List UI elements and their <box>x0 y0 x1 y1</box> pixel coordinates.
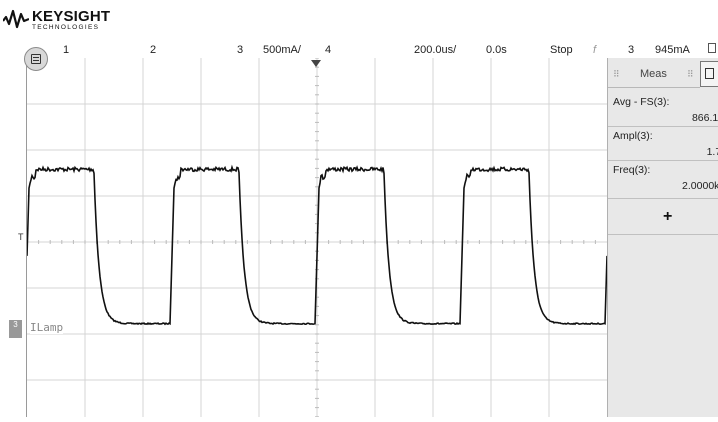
tab-label: Meas <box>640 68 667 80</box>
add-measurement-button[interactable]: + <box>663 208 673 225</box>
drag-handle-icon[interactable]: ⠿ <box>613 69 620 79</box>
status-bar: 1 2 3 500mA/ 4 200.0us/ 0.0s Stop f 3 94… <box>0 40 718 60</box>
measurement-label: Freq(3): <box>613 164 651 176</box>
measurement-label: Avg - FS(3): <box>613 96 670 108</box>
measurement-label: Ampl(3): <box>613 130 653 142</box>
channel-label[interactable]: ILamp <box>30 321 64 334</box>
divider <box>608 198 718 199</box>
brand-name: KEYSIGHT <box>32 8 111 25</box>
tab-panel-view[interactable] <box>700 61 718 87</box>
trigger-edge-icon: f <box>593 44 597 56</box>
waveform-trace <box>26 164 608 326</box>
measurement-value: 1.77 <box>706 146 718 158</box>
measurement-freq[interactable]: Freq(3): 2.0000kH <box>613 164 718 192</box>
menu-icon <box>31 54 41 64</box>
panel-toggle-icon[interactable] <box>708 43 716 53</box>
tab-measurements[interactable]: ⠿ Meas ⠿ <box>608 61 700 88</box>
channel-3-indicator[interactable]: 3 <box>237 44 244 56</box>
main-menu-button[interactable] <box>24 47 48 71</box>
trigger-level[interactable]: 945mA <box>655 44 690 56</box>
measurement-value: 2.0000kH <box>682 180 718 192</box>
keysight-logo: KEYSIGHT TECHNOLOGIES <box>3 9 110 32</box>
channel-1-indicator[interactable]: 1 <box>63 44 70 56</box>
graticule <box>26 57 608 418</box>
channel-4-indicator[interactable]: 4 <box>325 44 332 56</box>
delay-readout[interactable]: 0.0s <box>486 44 507 56</box>
measurement-avg[interactable]: Avg - FS(3): 866.1m <box>613 96 718 124</box>
trigger-position-marker[interactable] <box>311 60 321 67</box>
channel-3-scale[interactable]: 500mA/ <box>263 44 301 56</box>
measurements-panel: ⠿ Meas ⠿ Avg - FS(3): 866.1m Ampl(3): 1.… <box>607 58 718 417</box>
channel-3-ground-marker[interactable]: 3 <box>9 320 22 338</box>
divider <box>608 160 718 161</box>
drag-handle-icon[interactable]: ⠿ <box>687 69 694 79</box>
measurement-ampl[interactable]: Ampl(3): 1.77 <box>613 130 718 158</box>
waveform-display[interactable] <box>26 57 608 418</box>
trigger-level-marker[interactable]: T <box>18 232 24 242</box>
divider <box>608 234 718 235</box>
channel-3-marker-number: 3 <box>13 320 18 329</box>
run-state[interactable]: Stop <box>550 44 573 56</box>
timebase-readout[interactable]: 200.0us/ <box>414 44 457 56</box>
divider <box>608 126 718 127</box>
measurement-value: 866.1m <box>691 112 718 124</box>
trigger-source[interactable]: 3 <box>628 44 635 56</box>
channel-2-indicator[interactable]: 2 <box>150 44 157 56</box>
brand-subtitle: TECHNOLOGIES <box>32 24 100 31</box>
keysight-wave-icon <box>3 9 29 29</box>
